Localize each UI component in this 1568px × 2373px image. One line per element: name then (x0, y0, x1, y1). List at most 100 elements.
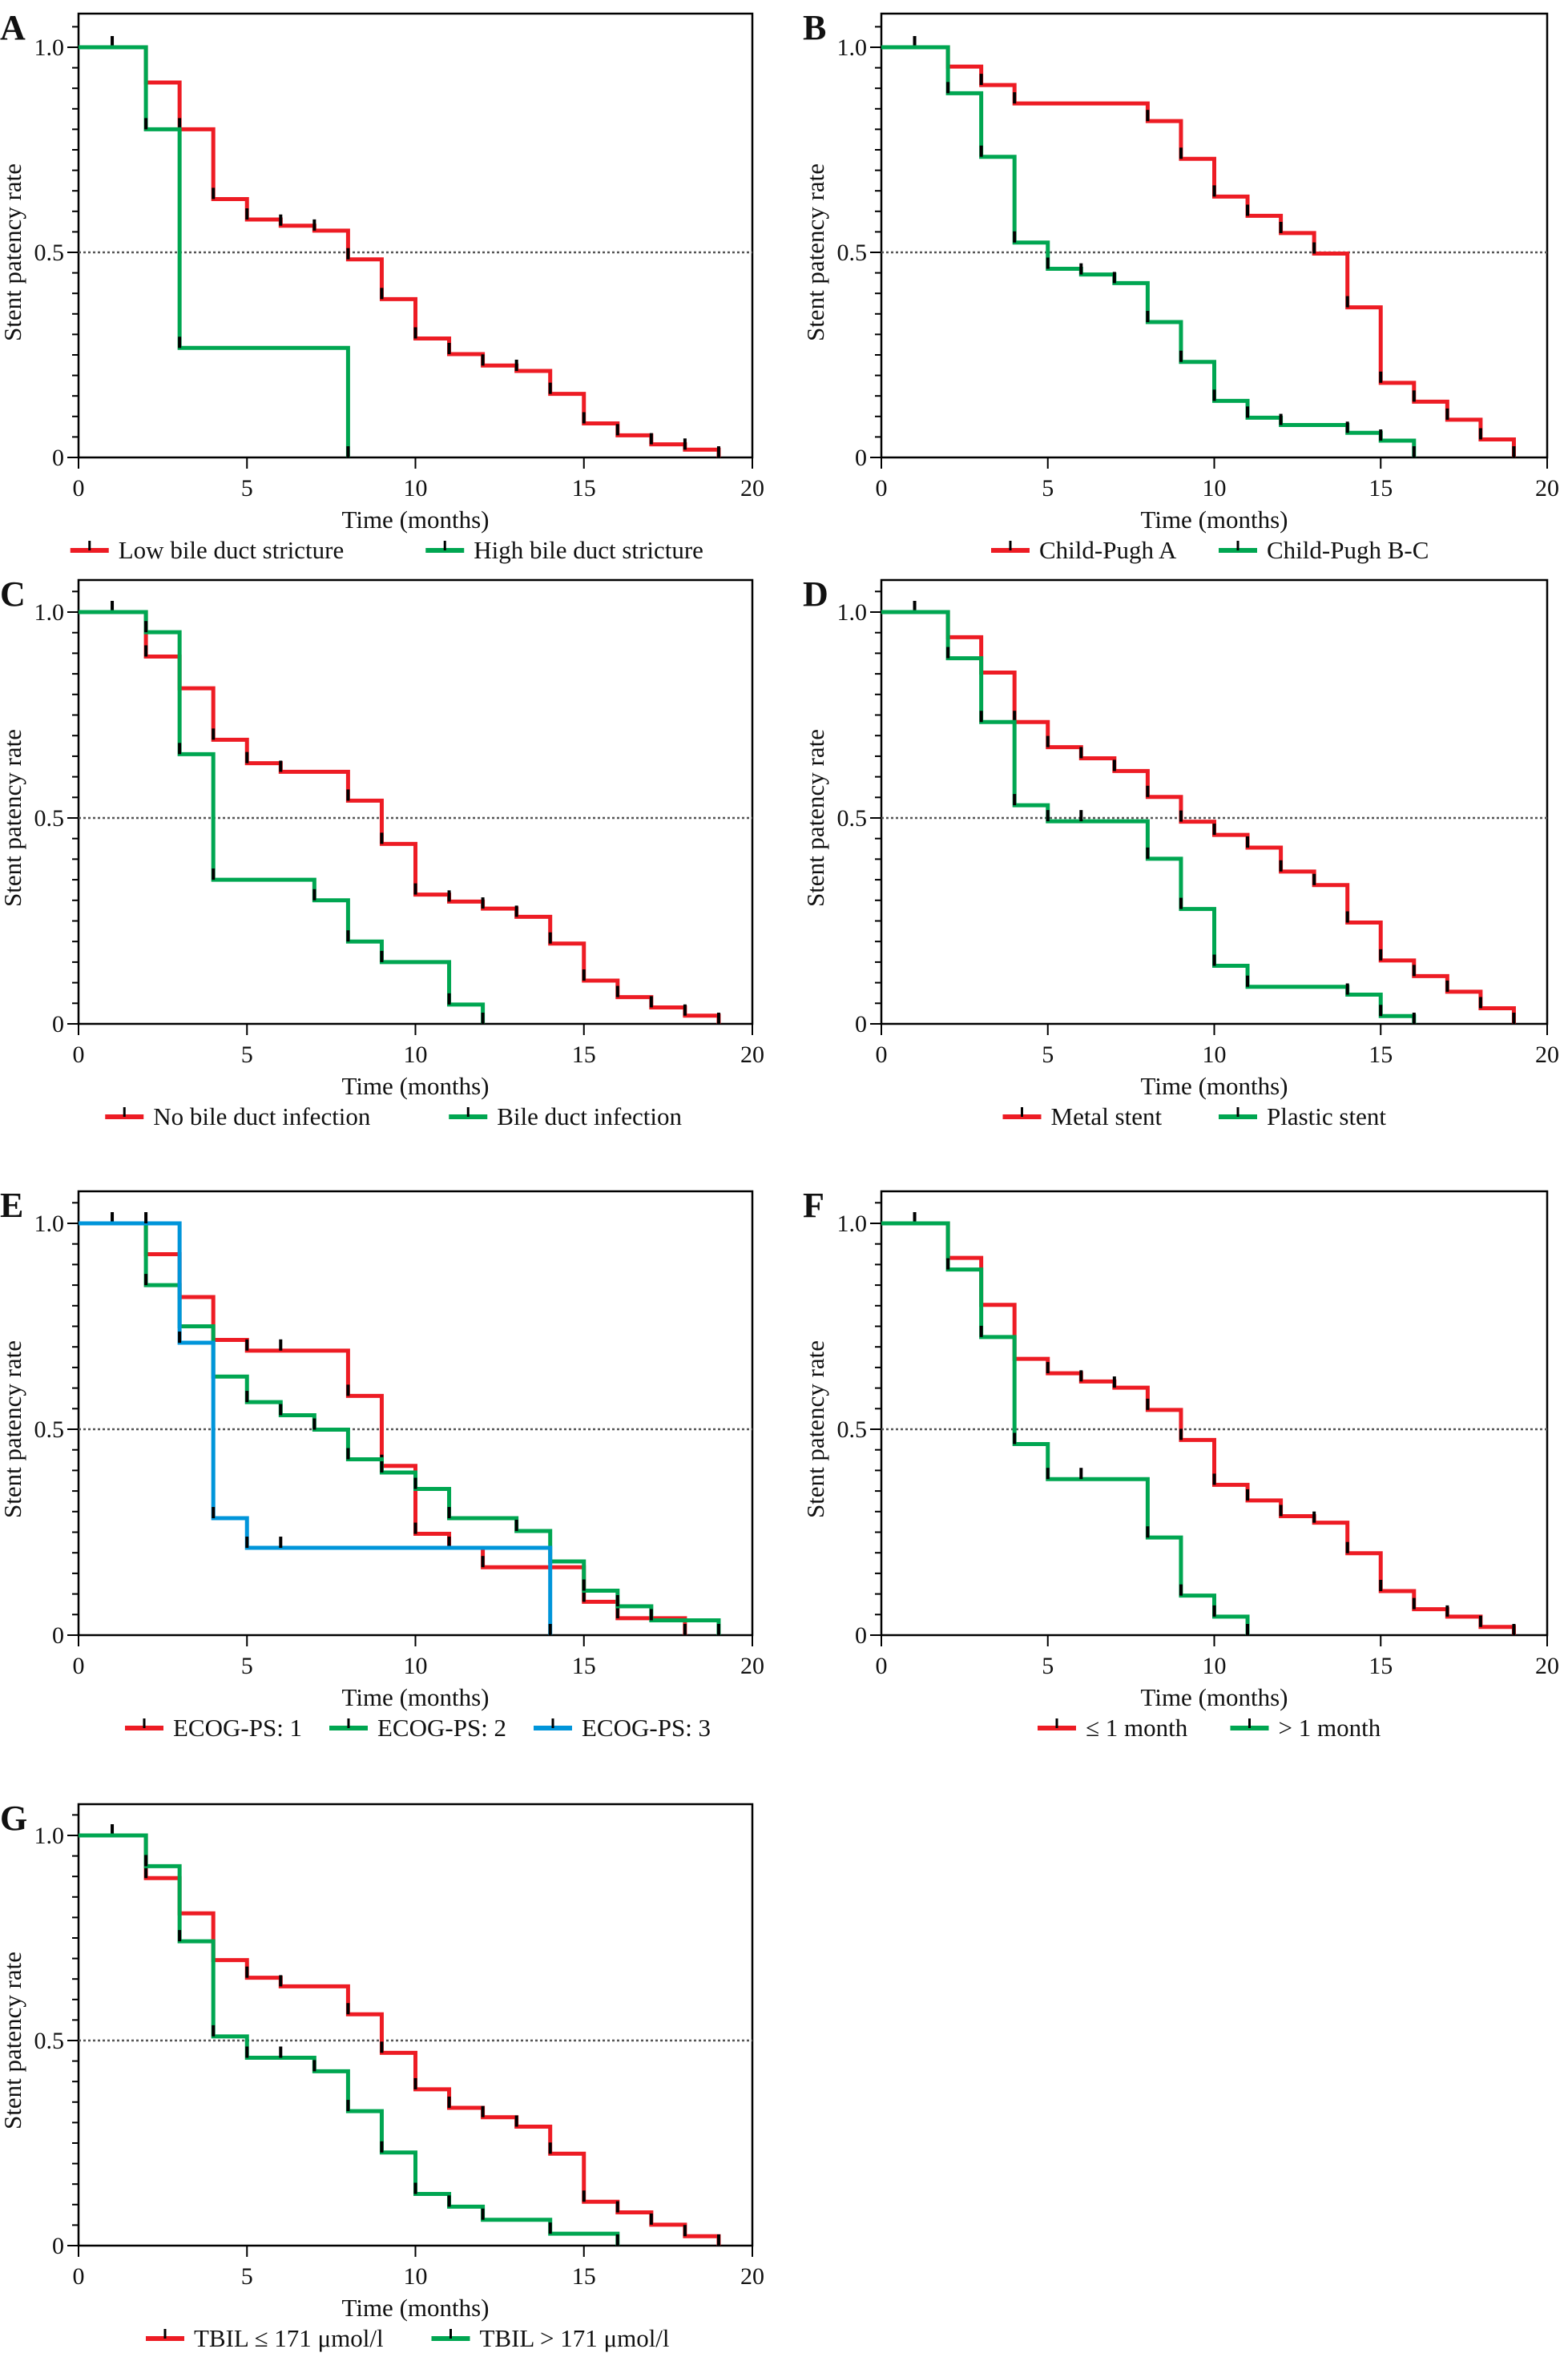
x-tick-label: 5 (241, 475, 253, 502)
legend-label: No bile duct infection (153, 1102, 371, 1130)
legend-label: Child-Pugh A (1039, 536, 1177, 564)
y-tick-label: 0.5 (34, 805, 65, 832)
legend-label: Plastic stent (1267, 1102, 1386, 1130)
legend-item: No bile duct infection (105, 1102, 371, 1130)
legend-label: Bile duct infection (497, 1102, 682, 1130)
panel-letter: E (0, 1186, 23, 1225)
y-tick-label: 1.0 (837, 34, 868, 61)
x-tick-label: 20 (740, 1041, 764, 1068)
y-tick-label: 1.0 (34, 1211, 65, 1237)
legend: ECOG-PS: 1 ECOG-PS: 2 ECOG-PS: 3 (125, 1714, 711, 1742)
x-tick-label: 0 (73, 1041, 85, 1068)
x-axis-title: Time (months) (341, 2294, 489, 2322)
panel-d: D 0 0.5 1.0 0 5 10 15 20 Time (months) Stent paten… (801, 574, 1559, 1130)
legend: TBIL ≤ 171 μmol/l TBIL > 171 μmol/l (146, 2324, 670, 2352)
x-tick-label: 20 (740, 475, 764, 502)
legend-label: High bile duct stricture (474, 536, 703, 564)
legend-item: Child-Pugh A (991, 536, 1177, 564)
panel-letter: F (803, 1186, 824, 1225)
panel-c: C 0 0.5 1.0 0 5 10 15 20 Time (months) Stent paten… (0, 574, 764, 1130)
panel-letter: D (803, 574, 828, 614)
legend-item: TBIL ≤ 171 μmol/l (146, 2324, 384, 2352)
series-2 (79, 45, 350, 457)
legend-item: TBIL > 171 μmol/l (431, 2324, 670, 2352)
series-2 (881, 610, 1417, 1024)
x-tick-label: 15 (572, 1041, 596, 1068)
legend-label: TBIL ≤ 171 μmol/l (194, 2324, 384, 2352)
y-tick-label: 0.5 (837, 1416, 868, 1443)
survival-curve (881, 45, 1516, 457)
x-tick-label: 10 (404, 1041, 428, 1068)
x-tick-label: 5 (241, 1041, 253, 1068)
y-tick-label: 1.0 (34, 599, 65, 626)
legend-label: Low bile duct stricture (119, 536, 345, 564)
series-2 (881, 1221, 1250, 1635)
series-1 (881, 601, 1516, 1024)
x-tick-label: 5 (1042, 1653, 1054, 1679)
survival-curve (79, 45, 350, 457)
panel-letter: B (803, 8, 826, 47)
series-2 (881, 45, 1417, 457)
panel-letter: A (0, 8, 26, 47)
x-tick-label: 10 (1203, 1653, 1227, 1679)
y-axis-title: Stent patency rate (801, 163, 829, 341)
x-axis-title: Time (months) (1140, 506, 1288, 534)
legend-label: ECOG-PS: 2 (377, 1714, 506, 1742)
x-axis-title: Time (months) (1140, 1072, 1288, 1100)
survival-curve (881, 1221, 1516, 1635)
legend-item: Child-Pugh B-C (1219, 536, 1429, 564)
panel-f: F 0 0.5 1.0 0 5 10 15 20 Time (months) Stent paten… (801, 1186, 1559, 1742)
x-tick-label: 10 (404, 1653, 428, 1679)
y-axis-title: Stent patency rate (0, 163, 26, 341)
y-axis-title: Stent patency rate (0, 1952, 26, 2129)
x-tick-label: 20 (740, 1653, 764, 1679)
legend-label: > 1 month (1279, 1714, 1381, 1742)
legend-item: High bile duct stricture (425, 536, 703, 564)
legend-item: ECOG-PS: 3 (534, 1714, 711, 1742)
y-axis-title: Stent patency rate (0, 729, 26, 907)
x-tick-label: 20 (1535, 1041, 1559, 1068)
y-tick-label: 0 (855, 1622, 867, 1649)
x-tick-label: 10 (404, 475, 428, 502)
x-tick-label: 10 (404, 2263, 428, 2290)
x-tick-label: 10 (1203, 1041, 1227, 1068)
x-tick-label: 0 (876, 475, 888, 502)
legend: Child-Pugh A Child-Pugh B-C (991, 536, 1429, 564)
legend-item: Low bile duct stricture (70, 536, 345, 564)
y-tick-label: 0.5 (34, 2028, 65, 2054)
series-2 (79, 1833, 620, 2246)
x-tick-label: 15 (1368, 1653, 1393, 1679)
legend: Metal stent Plastic stent (1002, 1102, 1386, 1130)
y-tick-label: 1.0 (837, 599, 868, 626)
series-3 (79, 1212, 553, 1635)
x-tick-label: 20 (1535, 1653, 1559, 1679)
legend-label: Child-Pugh B-C (1267, 536, 1429, 564)
series-1 (881, 1212, 1516, 1635)
y-axis-title: Stent patency rate (0, 1340, 26, 1518)
legend: No bile duct infection Bile duct infectio… (105, 1102, 682, 1130)
legend-item: Metal stent (1002, 1102, 1162, 1130)
legend: Low bile duct stricture High bile duct st… (70, 536, 703, 564)
y-tick-label: 1.0 (837, 1211, 868, 1237)
y-tick-label: 0 (52, 445, 64, 471)
y-tick-label: 0.5 (837, 240, 868, 266)
y-tick-label: 1.0 (34, 34, 65, 61)
panel-e: E 0 0.5 1.0 0 5 10 15 20 Time (months) Stent paten… (0, 1186, 764, 1742)
panel-letter: C (0, 574, 26, 614)
x-tick-label: 0 (73, 475, 85, 502)
y-tick-label: 0.5 (34, 240, 65, 266)
x-axis-title: Time (months) (341, 1072, 489, 1100)
survival-curve (881, 610, 1417, 1024)
y-axis-title: Stent patency rate (801, 729, 829, 907)
y-tick-label: 0.5 (837, 805, 868, 832)
x-tick-label: 15 (1368, 475, 1393, 502)
x-tick-label: 5 (1042, 475, 1054, 502)
y-tick-label: 0 (52, 1622, 64, 1649)
series-1 (79, 1824, 721, 2246)
survival-curve (881, 610, 1516, 1024)
legend-label: TBIL > 171 μmol/l (480, 2324, 670, 2352)
x-tick-label: 5 (241, 2263, 253, 2290)
x-tick-label: 15 (1368, 1041, 1393, 1068)
legend: ≤ 1 month > 1 month (1038, 1714, 1381, 1742)
